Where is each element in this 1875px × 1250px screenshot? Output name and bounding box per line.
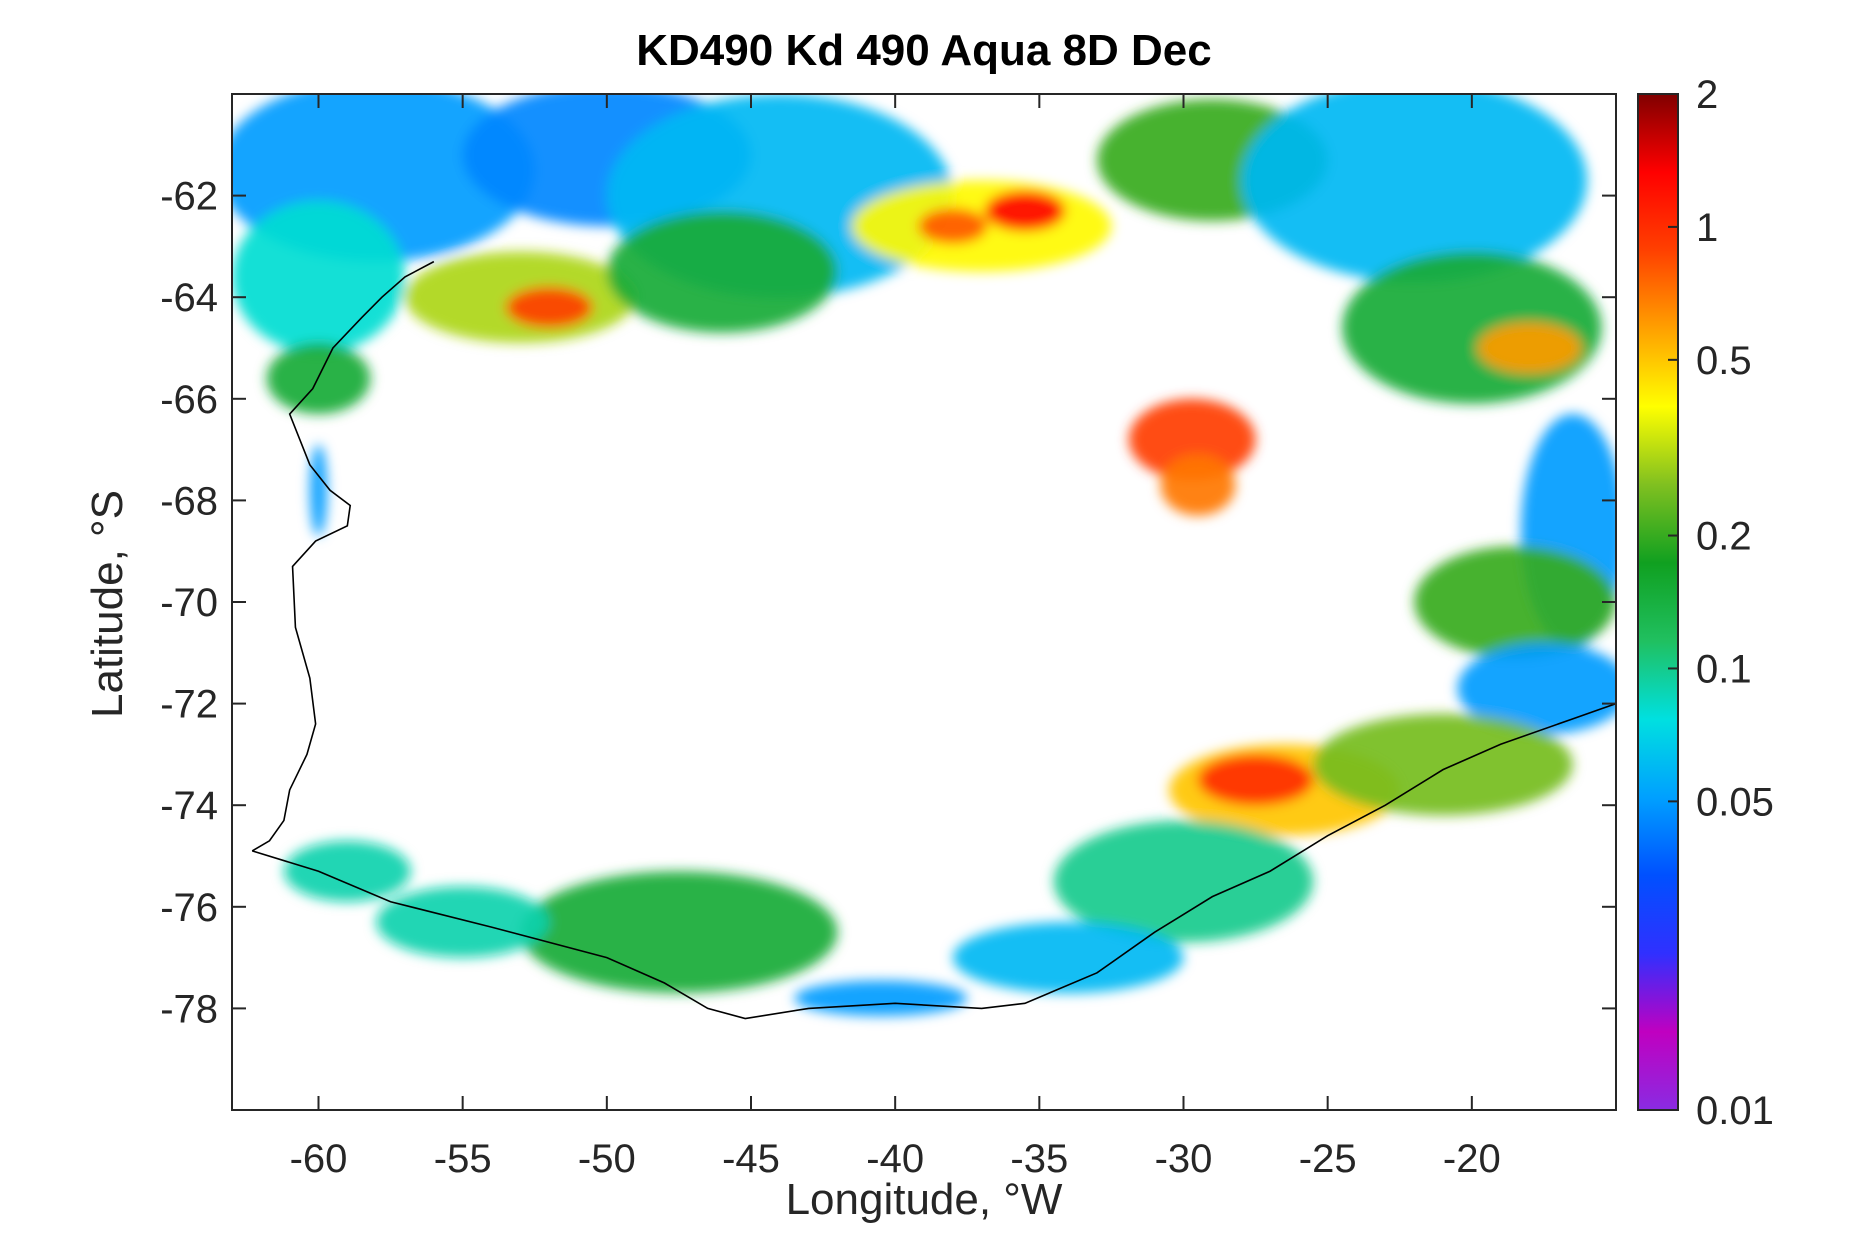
x-axis-label: Longitude, °W xyxy=(785,1175,1063,1224)
x-tick-label: -55 xyxy=(434,1137,492,1181)
data-region xyxy=(1477,322,1582,374)
colorbar-gradient xyxy=(1637,93,1679,1111)
colorbar-tick-label: 2 xyxy=(1696,73,1718,117)
y-tick-label: -74 xyxy=(160,784,218,828)
colorbar: 2 1 0.5 0.2 0.1 0.05 0.01 xyxy=(1637,73,1774,1133)
y-tick-label: -68 xyxy=(160,479,218,523)
y-tick-label: -76 xyxy=(160,886,218,930)
y-tick-label: -64 xyxy=(160,276,218,320)
data-region xyxy=(505,287,593,328)
y-tick-label: -72 xyxy=(160,683,218,727)
data-region xyxy=(984,190,1066,232)
x-tick-label: -50 xyxy=(578,1137,636,1181)
data-region xyxy=(520,871,838,994)
map-title: KD490 Kd 490 Aqua 8D Dec xyxy=(636,26,1212,75)
y-tick-label: -66 xyxy=(160,378,218,422)
x-tick-label: -60 xyxy=(290,1137,348,1181)
coastline-line xyxy=(251,260,435,852)
data-region xyxy=(1128,398,1256,481)
data-region xyxy=(1414,546,1616,658)
y-tick-label: -78 xyxy=(160,987,218,1031)
data-region xyxy=(606,210,838,333)
colorbar-tick-label: 1 xyxy=(1696,206,1718,250)
data-region xyxy=(1313,713,1573,816)
y-tick-label: -70 xyxy=(160,581,218,625)
plot-area xyxy=(232,94,1616,1020)
data-region xyxy=(232,200,405,354)
x-tick-label: -30 xyxy=(1155,1137,1213,1181)
x-tick-label: -45 xyxy=(722,1137,780,1181)
data-region xyxy=(1457,642,1616,735)
data-region xyxy=(1160,454,1236,516)
data-region xyxy=(918,208,988,244)
y-tick-label: -62 xyxy=(160,175,218,219)
data-region xyxy=(309,444,328,536)
colorbar-tick-label: 0.05 xyxy=(1696,780,1774,824)
x-tick-label: -20 xyxy=(1443,1137,1501,1181)
data-regions xyxy=(232,94,1616,1017)
data-region xyxy=(1342,251,1602,404)
data-region xyxy=(1241,94,1588,282)
colorbar-tick-label: 0.5 xyxy=(1696,339,1752,383)
data-region xyxy=(376,886,550,958)
axes: -60 -55 -50 -45 -40 -35 -30 -25 -20 -62 -64 -66 -68 -… xyxy=(160,93,1617,1181)
data-region xyxy=(952,922,1184,994)
colorbar-tick-label: 0.1 xyxy=(1696,647,1752,691)
x-tick-label: -40 xyxy=(866,1137,924,1181)
data-region xyxy=(283,840,411,902)
colorbar-tick-label: 0.2 xyxy=(1696,515,1752,559)
x-tick-label: -25 xyxy=(1299,1137,1357,1181)
south-coast-line xyxy=(251,702,1616,1020)
data-region xyxy=(1197,754,1314,806)
x-tick-label: -35 xyxy=(1010,1137,1068,1181)
data-region xyxy=(1053,820,1314,943)
data-region xyxy=(794,980,968,1017)
colorbar-tick-label: 0.01 xyxy=(1696,1089,1774,1133)
